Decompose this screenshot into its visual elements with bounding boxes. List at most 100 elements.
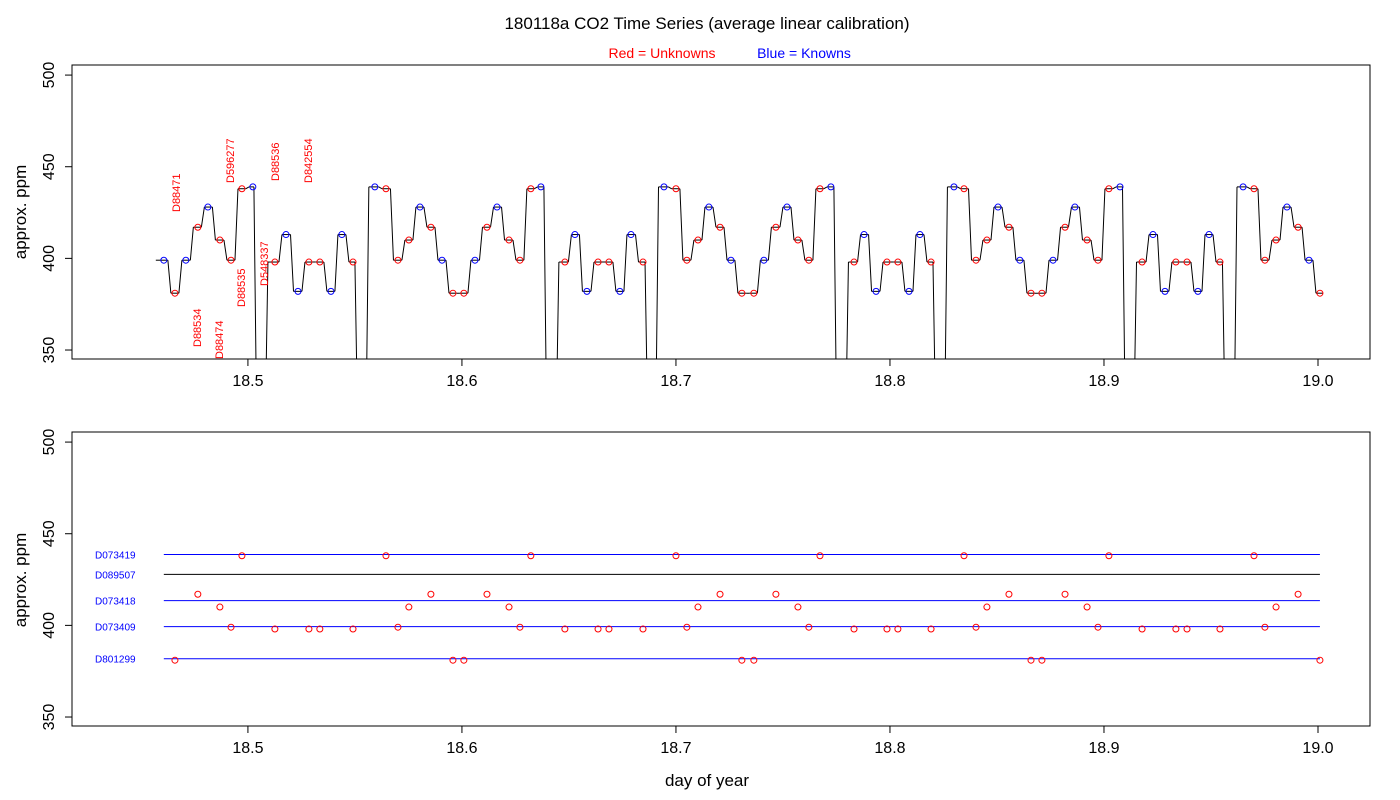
point (605, 625, 613, 633)
trace-connector (167, 186, 1317, 359)
point (1172, 258, 1180, 266)
point (1172, 625, 1180, 633)
annotation: D88536 (270, 142, 282, 181)
point (672, 185, 680, 193)
point (816, 185, 824, 193)
annotation: D88534 (192, 308, 204, 347)
point (1216, 625, 1224, 633)
standard-label: D073409 (95, 623, 136, 634)
x-tick-label: 18.8 (874, 740, 905, 757)
point (1005, 223, 1013, 231)
point (271, 258, 279, 266)
point (983, 603, 991, 611)
point (605, 258, 613, 266)
point (772, 223, 780, 231)
point (204, 203, 212, 211)
point (894, 258, 902, 266)
point (460, 289, 468, 297)
point (883, 625, 891, 633)
standard-label: D801299 (95, 655, 136, 666)
point (716, 590, 724, 598)
point (382, 552, 390, 560)
point (316, 258, 324, 266)
point (1105, 552, 1113, 560)
plot-frame (71, 431, 1371, 727)
point (1038, 289, 1046, 297)
point (227, 256, 235, 264)
point (960, 552, 968, 560)
point (1049, 256, 1057, 264)
point (1061, 223, 1069, 231)
point (271, 625, 279, 633)
x-tick-label: 18.6 (446, 740, 477, 757)
point (182, 256, 190, 264)
point (927, 258, 935, 266)
point (1094, 623, 1102, 631)
x-tick-label: 18.5 (232, 740, 263, 757)
point (1083, 236, 1091, 244)
y-tick-label: 500 (41, 62, 58, 89)
point (1250, 185, 1258, 193)
x-tick-label: 18.9 (1088, 740, 1119, 757)
point (916, 231, 924, 239)
x-tick-label: 18.9 (1088, 373, 1119, 390)
point (1294, 590, 1302, 598)
trace (155, 183, 1324, 359)
point (171, 289, 179, 297)
point (738, 656, 746, 664)
point (1183, 625, 1191, 633)
point (238, 552, 246, 560)
annotation: D596277 (225, 138, 237, 183)
point (1138, 258, 1146, 266)
point (683, 256, 691, 264)
point (527, 552, 535, 560)
x-tick-label: 18.8 (874, 373, 905, 390)
point (1250, 552, 1258, 560)
point (616, 287, 624, 295)
plot-frame (71, 64, 1371, 360)
point (960, 185, 968, 193)
point (460, 656, 468, 664)
point (816, 552, 824, 560)
point (194, 223, 202, 231)
point (750, 289, 758, 297)
point (382, 185, 390, 193)
point (1216, 258, 1224, 266)
point (516, 623, 524, 631)
point (1083, 603, 1091, 611)
point (1149, 231, 1157, 239)
point (860, 231, 868, 239)
point (427, 223, 435, 231)
point (371, 183, 379, 191)
point (305, 625, 313, 633)
point (1316, 289, 1324, 297)
point (850, 625, 858, 633)
annotation: D88474 (214, 320, 226, 359)
chart-title: 180118a CO2 Time Series (average linear … (504, 14, 909, 33)
point (1205, 231, 1213, 239)
point (416, 203, 424, 211)
point (316, 625, 324, 633)
point (561, 625, 569, 633)
point (527, 185, 535, 193)
point (583, 287, 591, 295)
point (683, 623, 691, 631)
point (950, 183, 958, 191)
point (1194, 287, 1202, 295)
point (216, 603, 224, 611)
point (694, 236, 702, 244)
legend-entry: Red = Unknowns (608, 45, 715, 61)
point (1305, 256, 1313, 264)
point (171, 656, 179, 664)
point (282, 231, 290, 239)
point (1005, 590, 1013, 598)
point (338, 231, 346, 239)
point (694, 603, 702, 611)
point (449, 289, 457, 297)
point (827, 183, 835, 191)
point (738, 289, 746, 297)
y-axis-label: approx. ppm (11, 165, 30, 260)
point (405, 236, 413, 244)
point (805, 256, 813, 264)
point (305, 258, 313, 266)
